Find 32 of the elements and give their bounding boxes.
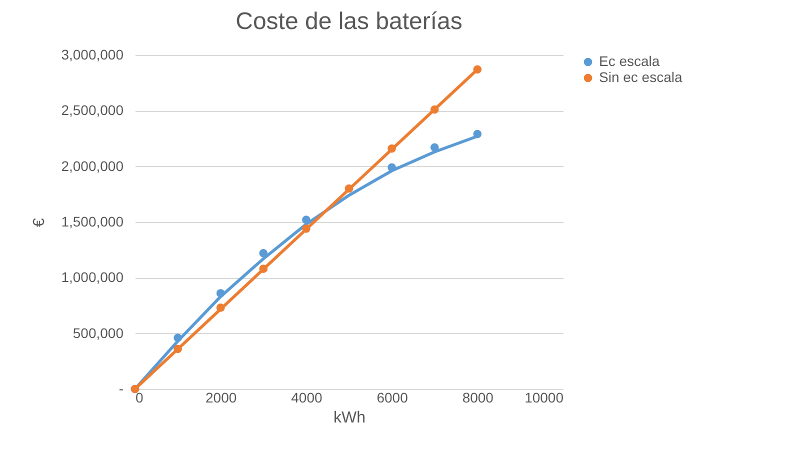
legend-label: Sin ec escala bbox=[599, 69, 682, 85]
y-tick-label: 1,500,000 bbox=[61, 214, 124, 230]
x-tick-label: 6000 bbox=[376, 390, 408, 406]
y-axis-title: € bbox=[31, 218, 48, 227]
x-tick-label: 4000 bbox=[291, 390, 322, 406]
x-tick-label: 8000 bbox=[462, 390, 494, 406]
point bbox=[388, 144, 396, 153]
point bbox=[174, 334, 182, 342]
y-tick-label: 2,000,000 bbox=[61, 158, 124, 174]
point bbox=[344, 184, 354, 193]
point bbox=[302, 216, 310, 224]
point bbox=[473, 130, 482, 138]
point bbox=[259, 249, 268, 258]
y-tick-label: 1,000,000 bbox=[61, 269, 124, 286]
point bbox=[174, 344, 182, 354]
point bbox=[216, 289, 225, 298]
point bbox=[430, 105, 439, 114]
x-tick-label: 2000 bbox=[206, 390, 237, 406]
point bbox=[259, 264, 268, 273]
point bbox=[430, 143, 439, 152]
y-tick-label: 500,000 bbox=[72, 324, 124, 341]
point bbox=[302, 224, 310, 233]
chart-title: Coste de las baterías bbox=[236, 8, 462, 35]
x-tick-label: 10000 bbox=[524, 390, 564, 406]
y-tick-label: 2,500,000 bbox=[61, 102, 124, 118]
y-tick-label: 3,000,000 bbox=[61, 46, 124, 62]
x-axis-title: kWh bbox=[334, 410, 366, 426]
y-tick-label: - bbox=[118, 380, 124, 396]
point bbox=[216, 304, 225, 312]
legend-label: Ec escala bbox=[599, 53, 660, 69]
x-tick-label: 0 bbox=[136, 390, 144, 406]
point bbox=[473, 65, 482, 74]
